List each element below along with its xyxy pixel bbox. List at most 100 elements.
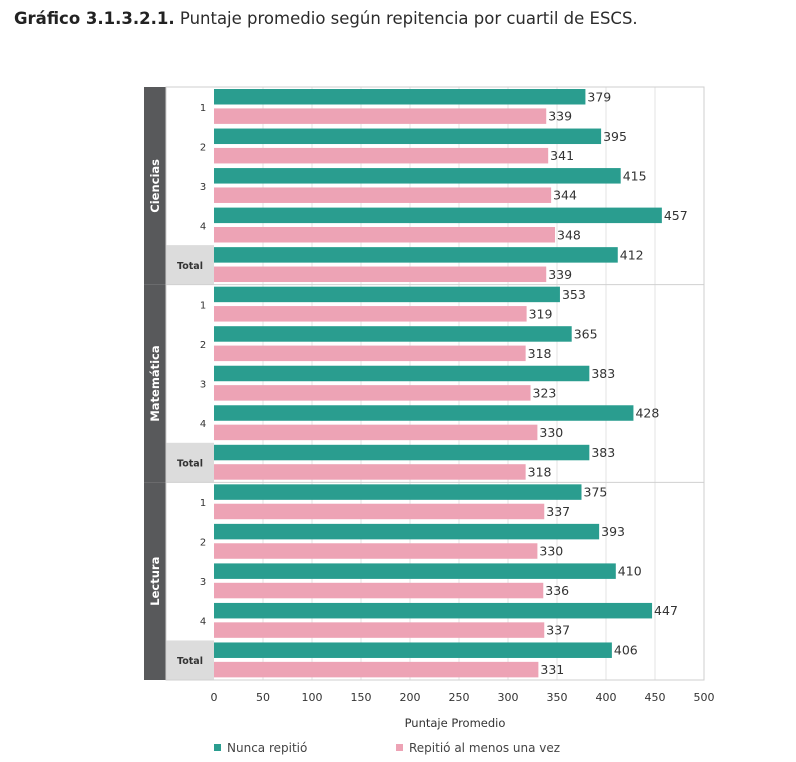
bar-2-4-1 [214, 661, 539, 678]
data-label-2-1-0: 393 [601, 524, 625, 539]
legend-swatch-nunca [214, 744, 221, 751]
data-label-2-2-0: 410 [618, 564, 642, 579]
data-label-0-4-1: 339 [548, 267, 572, 282]
bar-2-4-0 [214, 642, 612, 658]
data-label-1-4-0: 383 [591, 445, 615, 460]
x-tick-label-4: 200 [400, 691, 421, 704]
data-label-2-1-1: 330 [539, 544, 563, 559]
data-label-1-0-1: 319 [529, 306, 553, 321]
data-label-0-2-0: 415 [623, 168, 647, 183]
data-label-2-4-0: 406 [614, 643, 638, 658]
category-label-2-4: Total [177, 656, 203, 667]
data-label-0-4-0: 412 [620, 247, 644, 262]
category-label-2-2: 3 [200, 577, 206, 588]
bar-1-0-0 [214, 286, 560, 303]
bar-2-2-1 [214, 582, 544, 599]
legend-item-nunca: Nunca repitió [214, 741, 307, 755]
bar-1-2-0 [214, 365, 590, 382]
x-tick-label-7: 350 [547, 691, 568, 704]
x-tick-label-2: 100 [302, 691, 323, 704]
plot-frame [165, 86, 705, 681]
bar-1-3-0 [214, 405, 634, 421]
bar-1-4-1 [214, 464, 526, 480]
category-label-1-1: 2 [200, 340, 206, 351]
bar-0-0-1 [214, 108, 547, 124]
legend-label-repitio: Repitió al menos una vez [409, 741, 561, 755]
data-label-1-2-1: 323 [533, 385, 557, 400]
data-label-2-0-1: 337 [546, 504, 570, 519]
data-label-1-4-1: 318 [528, 464, 552, 479]
bar-2-2-0 [214, 563, 616, 579]
category-label-0-3: 4 [200, 221, 206, 232]
data-label-0-1-1: 341 [550, 148, 574, 163]
data-label-0-3-1: 348 [557, 227, 581, 242]
bar-1-2-1 [214, 385, 531, 401]
x-tick-label-10: 500 [694, 691, 715, 704]
total-cell-1 [166, 442, 214, 483]
category-label-1-4: Total [177, 459, 203, 470]
category-label-1-0: 1 [200, 300, 206, 311]
group-band-1 [144, 284, 166, 483]
data-label-2-3-0: 447 [654, 603, 678, 618]
category-label-0-4: Total [177, 261, 203, 272]
data-label-1-1-0: 365 [574, 326, 598, 341]
bar-0-0-0 [214, 89, 586, 105]
bar-0-3-1 [214, 227, 556, 243]
data-label-0-3-0: 457 [664, 208, 688, 223]
bar-2-0-0 [214, 484, 582, 500]
data-label-0-1-0: 395 [603, 129, 627, 144]
bar-1-1-0 [214, 326, 572, 342]
bar-1-3-1 [214, 424, 538, 441]
group-label-0: Ciencias [148, 159, 162, 213]
category-label-2-1: 2 [200, 538, 206, 549]
group-label-2: Lectura [148, 557, 162, 606]
data-label-0-0-0: 379 [587, 89, 611, 104]
data-label-1-3-1: 330 [539, 425, 563, 440]
group-band-0 [144, 87, 166, 285]
chart-title-prefix: Gráfico 3.1.3.2.1. [14, 9, 175, 28]
category-label-0-2: 3 [200, 182, 206, 193]
category-label-1-3: 4 [200, 419, 206, 430]
data-label-0-0-1: 339 [548, 109, 572, 124]
data-label-1-3-0: 428 [635, 406, 659, 421]
bar-2-3-0 [214, 602, 653, 619]
legend-label-nunca: Nunca repitió [227, 741, 308, 755]
bar-0-4-1 [214, 266, 547, 283]
data-label-1-0-0: 353 [562, 287, 586, 302]
x-tick-label-5: 250 [449, 691, 470, 704]
category-label-0-0: 1 [200, 103, 206, 114]
x-axis-title: Puntaje Promedio [405, 716, 506, 730]
x-tick-label-3: 150 [351, 691, 372, 704]
category-label-0-1: 2 [200, 142, 206, 153]
bar-0-1-1 [214, 147, 549, 164]
data-label-2-3-1: 337 [546, 623, 570, 638]
group-label-1: Matemática [148, 345, 162, 421]
x-tick-label-1: 50 [256, 691, 270, 704]
data-label-1-2-0: 383 [591, 366, 615, 381]
bar-1-4-0 [214, 444, 590, 461]
x-tick-label-9: 450 [645, 691, 666, 704]
bar-2-1-0 [214, 523, 600, 540]
group-band-2 [144, 482, 166, 680]
category-label-2-0: 1 [200, 498, 206, 509]
bar-2-0-1 [214, 503, 545, 520]
bar-0-3-0 [214, 207, 662, 224]
bar-0-4-0 [214, 247, 618, 263]
total-cell-0 [166, 245, 214, 285]
legend-item-repitio: Repitió al menos una vez [396, 741, 560, 755]
bar-1-1-1 [214, 345, 526, 362]
x-tick-label-8: 400 [596, 691, 617, 704]
category-label-1-2: 3 [200, 380, 206, 391]
data-label-2-4-1: 331 [540, 662, 564, 677]
data-label-0-2-1: 344 [553, 188, 577, 203]
bar-0-2-0 [214, 168, 621, 184]
data-label-1-1-1: 318 [528, 346, 552, 361]
bar-0-1-0 [214, 128, 602, 145]
bar-0-2-1 [214, 187, 552, 203]
chart-title-text: Puntaje promedio según repitencia por cu… [179, 9, 638, 28]
bar-2-1-1 [214, 543, 538, 559]
x-tick-label-0: 0 [211, 691, 218, 704]
data-label-2-0-0: 375 [584, 485, 608, 500]
data-label-2-2-1: 336 [545, 583, 569, 598]
